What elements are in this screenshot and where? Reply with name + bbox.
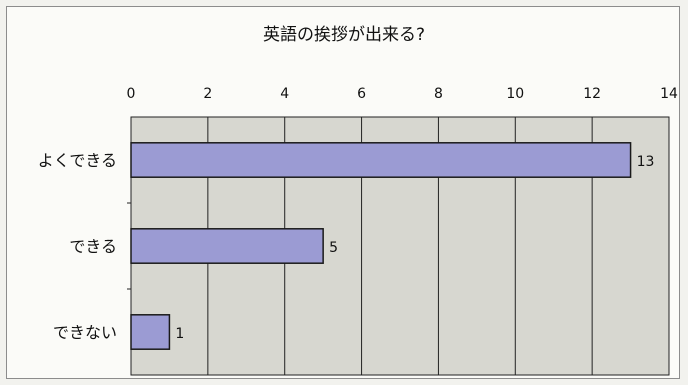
x-tick-label: 8: [434, 86, 443, 102]
bar: [130, 142, 632, 178]
bars: [130, 142, 632, 350]
bar: [130, 314, 171, 350]
data-label: 5: [329, 240, 338, 256]
x-tick-label: 14: [660, 86, 678, 102]
x-tick-label: 6: [357, 86, 366, 102]
category-label: よくできる: [38, 151, 117, 170]
chart-title: 英語の挨拶が出来る?: [263, 25, 425, 45]
category-label: できない: [53, 323, 117, 342]
data-label: 1: [175, 326, 184, 342]
x-tick-label: 4: [280, 86, 289, 102]
x-tick-label: 10: [506, 86, 524, 102]
x-tick-label: 12: [583, 86, 601, 102]
category-label: できる: [69, 237, 117, 256]
data-label: 13: [637, 154, 655, 170]
x-axis-ticks: 0 2 4 6 8 10 12 14: [127, 86, 678, 102]
x-tick-label: 0: [127, 86, 136, 102]
bar: [130, 228, 324, 264]
data-labels: 13 5 1: [175, 154, 654, 342]
x-tick-label: 2: [203, 86, 212, 102]
